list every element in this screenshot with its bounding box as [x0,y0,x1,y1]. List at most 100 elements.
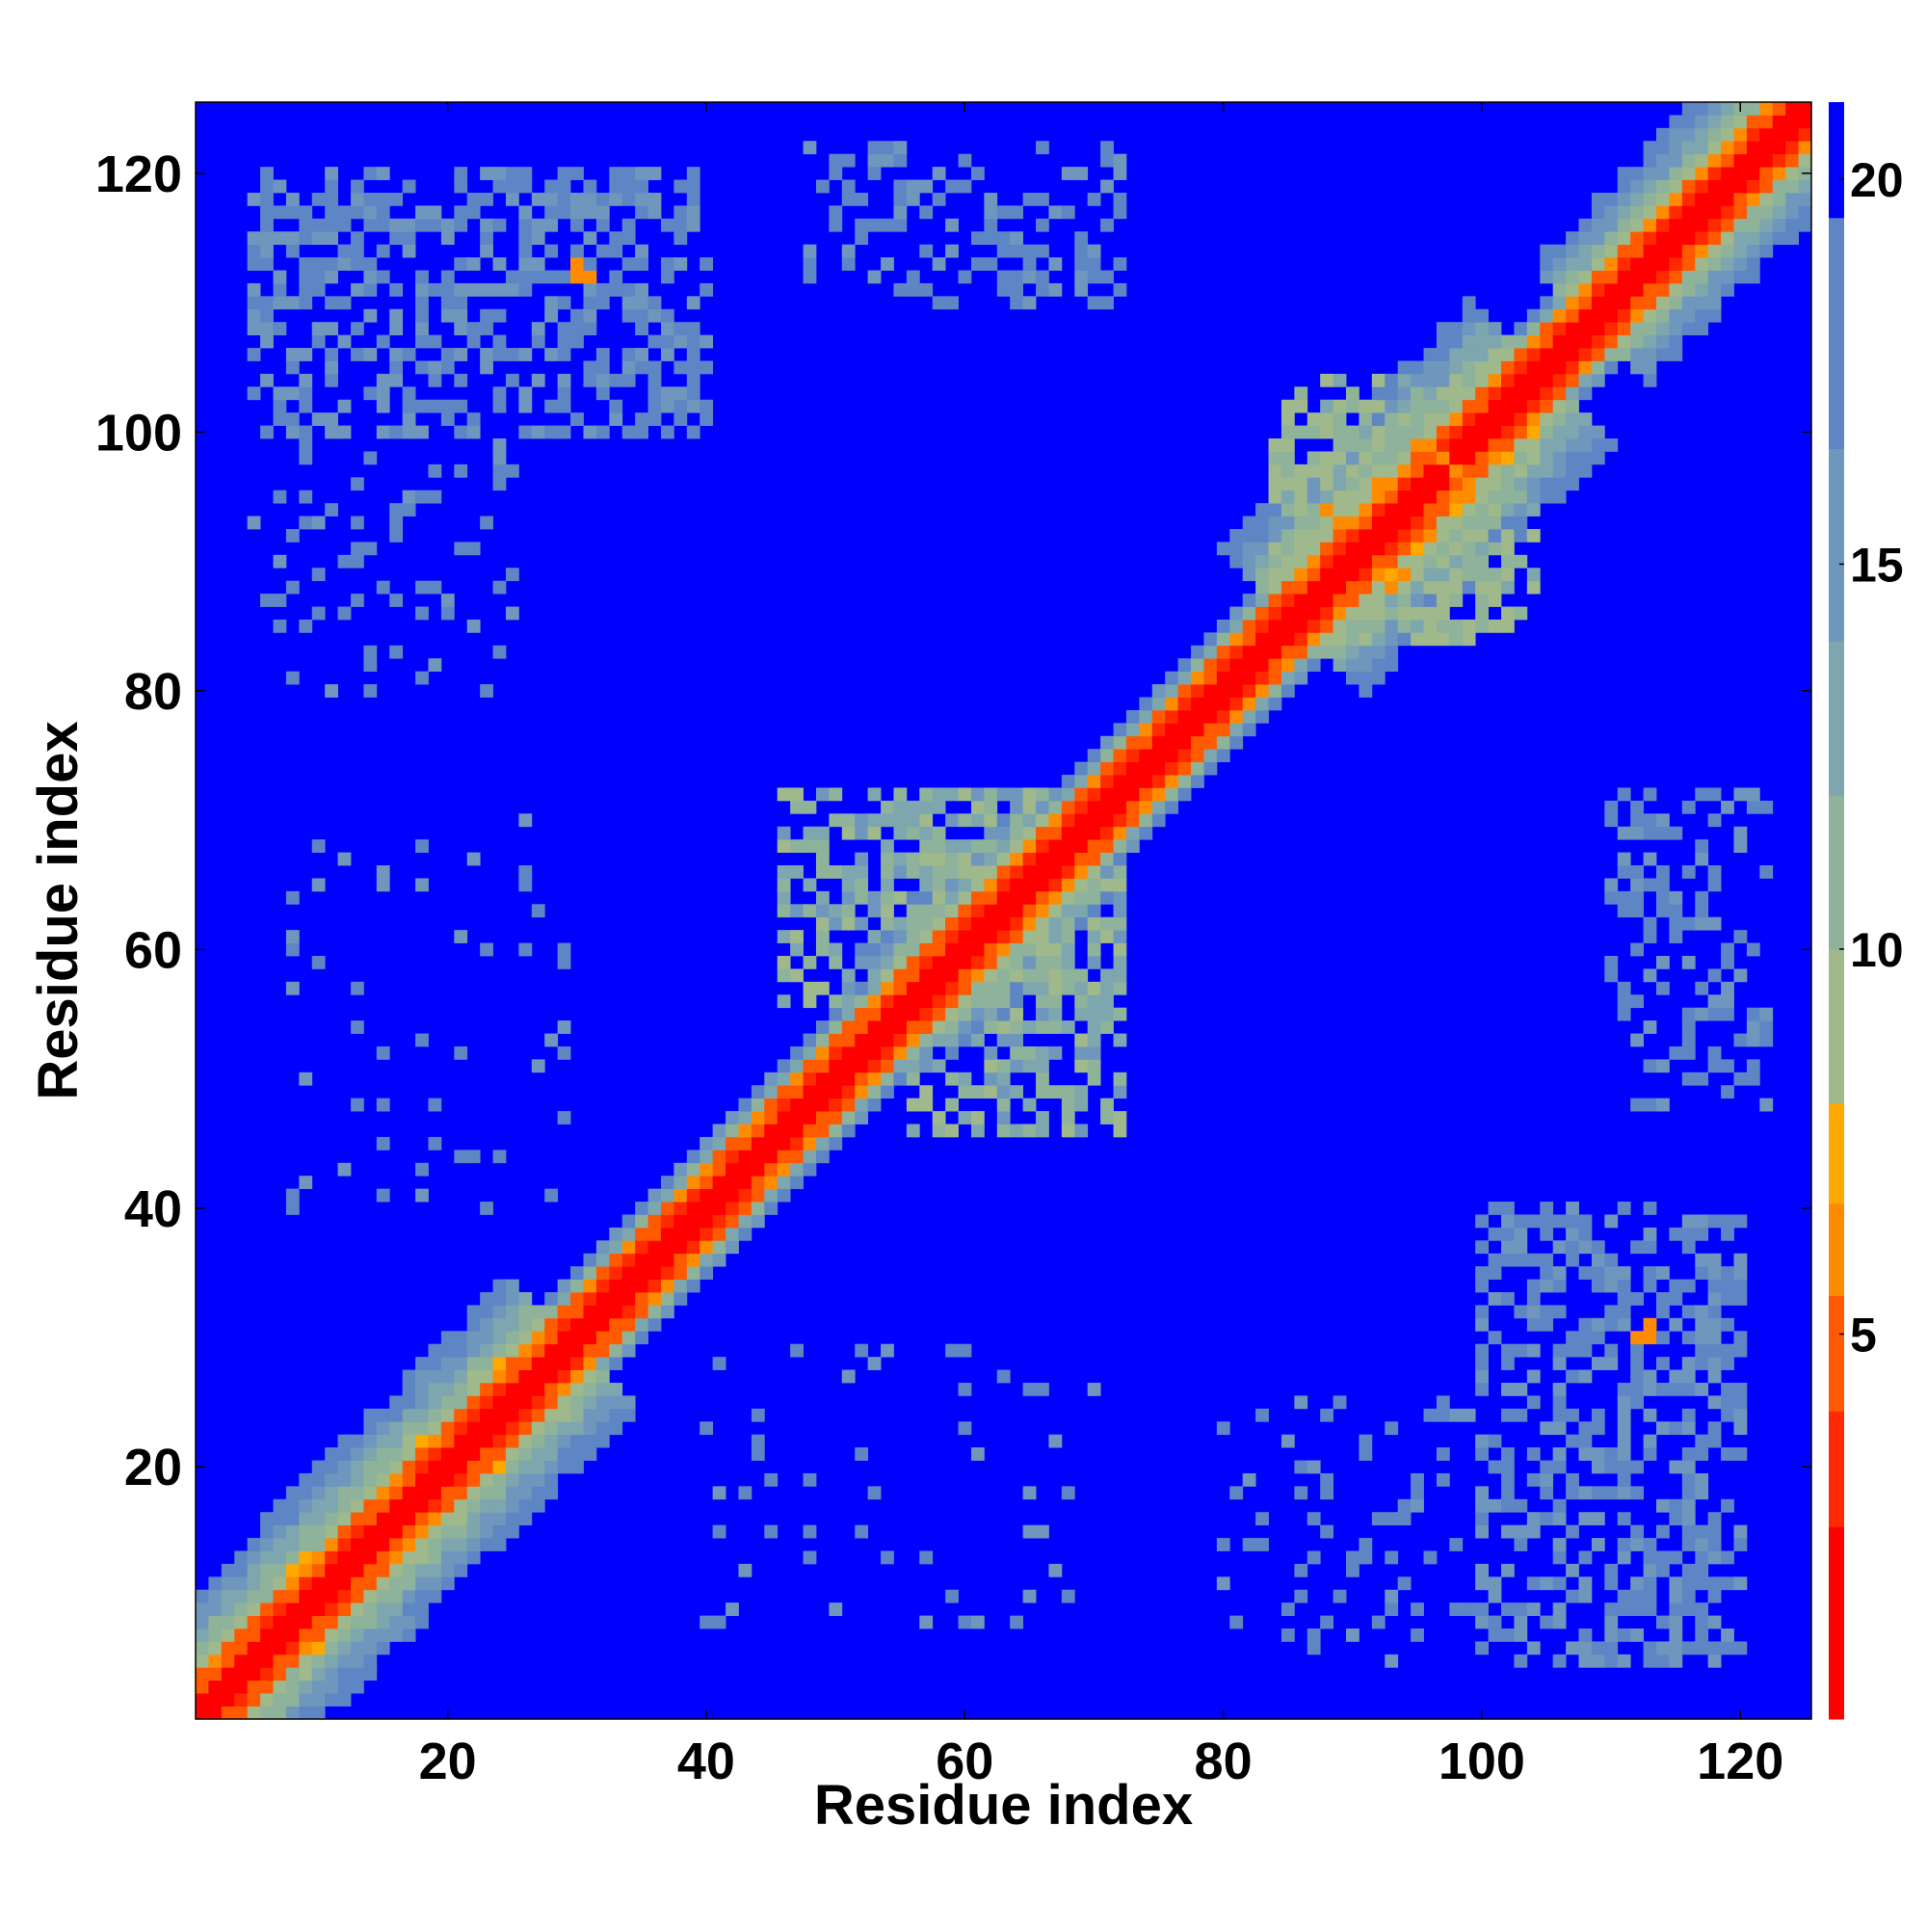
heatmap-cell [1501,1563,1515,1577]
heatmap-cell [415,1589,429,1603]
heatmap-cell [1022,865,1037,879]
heatmap-cell [376,205,390,220]
heatmap-cell [337,1667,352,1681]
heatmap-cell [635,1331,648,1345]
heatmap-cell [790,1098,804,1112]
heatmap-cell [881,1072,894,1086]
heatmap-cell [1578,1331,1593,1345]
heatmap-cell [712,1524,726,1539]
heatmap-cell [1759,800,1774,814]
heatmap-cell [1630,192,1644,206]
heatmap-cell [311,1576,326,1591]
heatmap-cell [738,1188,752,1203]
heatmap-cell [1721,141,1734,155]
heatmap-cell [363,1654,378,1668]
heatmap-cell [881,141,894,155]
heatmap-cell [1125,839,1140,853]
heatmap-cell [984,968,998,983]
heatmap-cell [1177,787,1192,802]
heatmap-cell [1695,205,1709,220]
heatmap-cell [1074,1059,1089,1073]
heatmap-cell [273,1512,287,1526]
heatmap-cell [1087,761,1101,776]
heatmap-cell [285,1512,300,1526]
heatmap-cell [1359,568,1373,582]
heatmap-cell [415,1434,429,1448]
heatmap-cell [1151,735,1166,750]
heatmap-cell [311,257,326,271]
heatmap-cell [325,1589,338,1603]
heatmap-cell [1591,192,1605,206]
heatmap-cell [919,955,934,969]
heatmap-cell [492,1538,507,1551]
heatmap-cell [700,1136,714,1151]
heatmap-cell [1552,1214,1567,1229]
heatmap-cell [790,1136,804,1151]
heatmap-cell [1566,1227,1579,1241]
heatmap-cell [518,1357,533,1370]
heatmap-cell [505,1524,519,1539]
heatmap-cell [1604,257,1619,271]
heatmap-cell [996,916,1011,931]
heatmap-cell [609,1395,623,1410]
heatmap-cell [1475,1305,1489,1319]
heatmap-cell [1177,749,1192,763]
heatmap-cell [260,1706,274,1720]
heatmap-cell [311,270,326,284]
heatmap-cell [260,192,274,206]
heatmap-cell [855,981,869,995]
heatmap-cell [893,179,908,194]
heatmap-cell [815,1072,830,1086]
heatmap-cell [1087,775,1101,788]
heatmap-cell [958,839,972,853]
heatmap-cell [505,373,519,387]
heatmap-cell [945,244,959,258]
heatmap-cell [647,1188,662,1203]
heatmap-cell [1191,761,1204,776]
heatmap-cell [1475,1447,1489,1461]
heatmap-cell [1216,1538,1230,1551]
heatmap-cell [480,244,493,258]
heatmap-cell [829,916,843,931]
heatmap-cell [1268,619,1282,633]
heatmap-cell [1630,826,1644,840]
heatmap-cell [1371,386,1386,401]
heatmap-cell [570,1317,584,1332]
heatmap-cell [1798,205,1812,220]
heatmap-cell [1022,1589,1037,1603]
heatmap-cell [1113,167,1127,180]
heatmap-cell [1514,1382,1528,1396]
heatmap-cell [440,348,455,361]
heatmap-cell [829,1072,843,1086]
heatmap-cell [1578,425,1593,439]
heatmap-cell [932,1020,946,1034]
heatmap-cell [1397,412,1412,426]
heatmap-cell [1721,1227,1734,1241]
heatmap-cell [480,1331,493,1345]
heatmap-cell [1681,1033,1696,1047]
heatmap-cell [505,1434,519,1448]
heatmap-cell [984,981,998,995]
heatmap-cell [299,516,313,530]
heatmap-cell [1759,179,1774,194]
heatmap-cell [841,179,856,194]
heatmap-cell [1087,930,1101,943]
heatmap-cell [1385,1602,1399,1616]
heatmap-cell [1733,115,1748,129]
heatmap-cell [984,852,998,866]
heatmap-cell [1681,955,1696,969]
heatmap-cell [1010,1007,1024,1021]
heatmap-cell [1320,594,1334,607]
heatmap-cell [970,1033,985,1047]
heatmap-cell [466,282,481,297]
heatmap-cell [673,1202,688,1215]
heatmap-cell [764,1524,779,1539]
heatmap-cell [686,322,700,336]
heatmap-cell [855,1045,869,1060]
heatmap-cell [1036,1382,1049,1396]
heatmap-cell [311,1628,326,1642]
heatmap-cell [790,1085,804,1099]
heatmap-cell [958,865,972,879]
heatmap-cell [1010,231,1024,246]
heatmap-cell [518,1460,533,1474]
